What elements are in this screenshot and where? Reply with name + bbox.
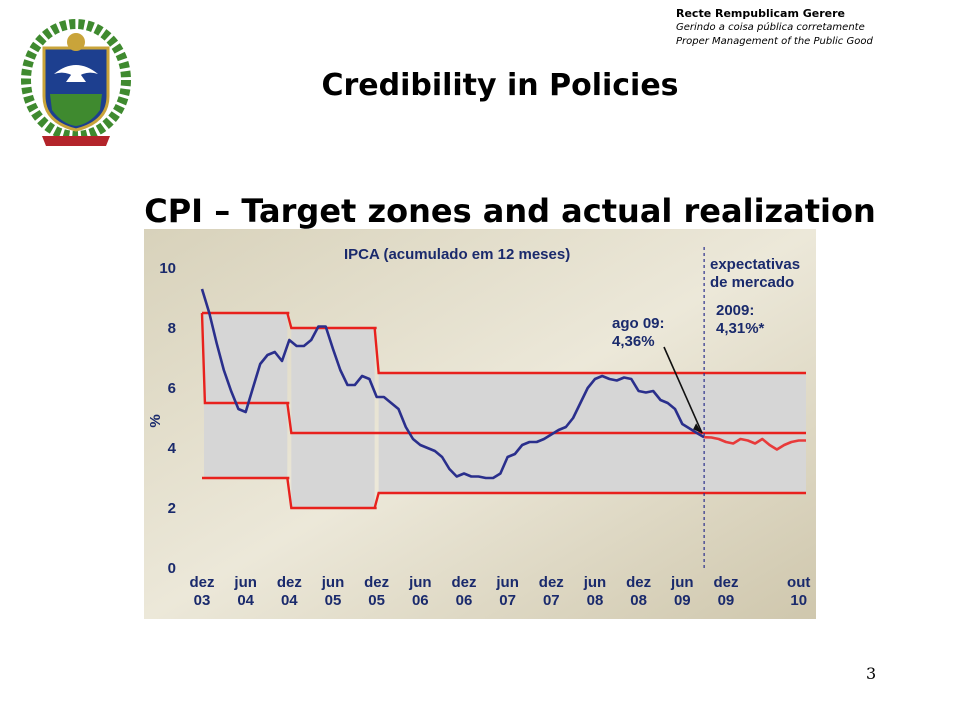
state-crest-logo [21,19,131,146]
series-line-actual [200,288,705,480]
annotation-ago09: ago 09: 4,36% [612,315,665,350]
y-tick-label: 6 [168,380,176,397]
slide-subtitle: CPI – Target zones and actual realizatio… [144,192,876,230]
motto-latin: Recte Rempublicam Gerere [676,7,846,20]
y-tick-label: 2 [168,500,176,517]
target-zone-band [291,328,375,508]
x-tick-label: jun 05 [321,574,345,609]
y-tick-label: 10 [159,260,176,277]
target-line-upper [202,311,806,375]
ipca-chart: IPCA (acumulado em 12 meses) % 0 2 4 6 8 10 d… [144,229,816,619]
slide-title: Credibility in Policies [321,68,679,103]
motto-portuguese: Gerindo a coisa pública corretamente [676,22,865,33]
x-tick-label: dez 04 [277,574,302,609]
x-tick-label: dez 06 [451,574,476,609]
annotation-arrowhead [693,423,703,434]
motto-english: Proper Management of the Public Good [676,36,873,47]
x-tick-label: jun 09 [670,574,694,609]
y-tick-label: 0 [168,560,176,577]
state-motto: Recte Rempublicam Gerere Gerindo a coisa… [676,6,916,49]
target-line-lower [202,476,806,510]
x-tick-label: out 10 [787,574,810,609]
annotation-expectations: expectativas de mercado [710,256,800,291]
x-tick-label: jun 06 [408,574,432,609]
annotation-2009-expectation: 2009: 4,31%* [716,302,765,337]
annotation-arrow [663,346,703,434]
x-tick-label: jun 04 [233,574,257,609]
target-zone-band [204,313,288,478]
x-tick-label: dez 09 [713,574,738,609]
x-tick-label: dez 07 [539,574,564,609]
x-tick-label: dez 05 [364,574,389,609]
x-tick-label: dez 08 [626,574,651,609]
target-line-center [200,312,806,435]
x-tick-label: jun 07 [495,574,519,609]
y-tick-label: 4 [168,440,177,457]
series-line-expectation [704,435,806,451]
chart-title: IPCA (acumulado em 12 meses) [344,246,570,263]
x-tick-label: dez 03 [189,574,214,609]
y-axis-label: % [147,414,164,427]
x-tick-label: jun 08 [583,574,607,609]
page-number: 3 [866,664,877,683]
y-tick-label: 8 [168,320,176,337]
